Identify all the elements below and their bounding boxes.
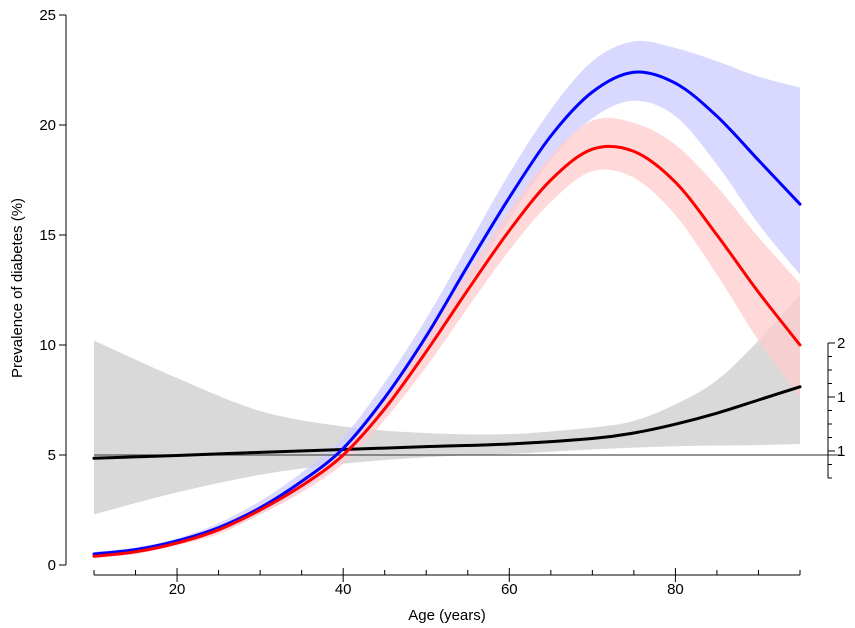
y-axis: 0 5 10 15 20 25 <box>39 7 67 574</box>
secondary-y-axis: 2 1 1 <box>827 335 845 479</box>
y-tick-label: 15 <box>39 227 56 244</box>
secondary-tick-label: 2 <box>837 335 845 352</box>
confidence-band-1 <box>94 117 800 559</box>
x-tick-label: 60 <box>501 581 518 598</box>
y-tick-label: 20 <box>39 117 56 134</box>
series-line-1 <box>92 144 802 558</box>
y-tick-label: 25 <box>39 7 56 24</box>
x-tick-label: 80 <box>667 581 684 598</box>
series-line-0 <box>92 70 802 556</box>
x-tick-label: 20 <box>169 581 186 598</box>
y-axis-title: Prevalence of diabetes (%) <box>9 198 26 378</box>
x-axis-title: Age (years) <box>408 607 486 624</box>
series-lines <box>92 70 802 558</box>
confidence-band-2 <box>94 294 800 515</box>
y-tick-label: 10 <box>39 337 56 354</box>
series-line-2 <box>92 385 802 460</box>
y-tick-label: 5 <box>48 447 56 464</box>
x-tick-label: 40 <box>335 581 352 598</box>
x-axis: 20 40 60 80 <box>93 568 801 598</box>
secondary-tick-label: 1 <box>837 443 845 460</box>
y-tick-label: 0 <box>48 557 56 574</box>
secondary-tick-label: 1 <box>837 389 845 406</box>
